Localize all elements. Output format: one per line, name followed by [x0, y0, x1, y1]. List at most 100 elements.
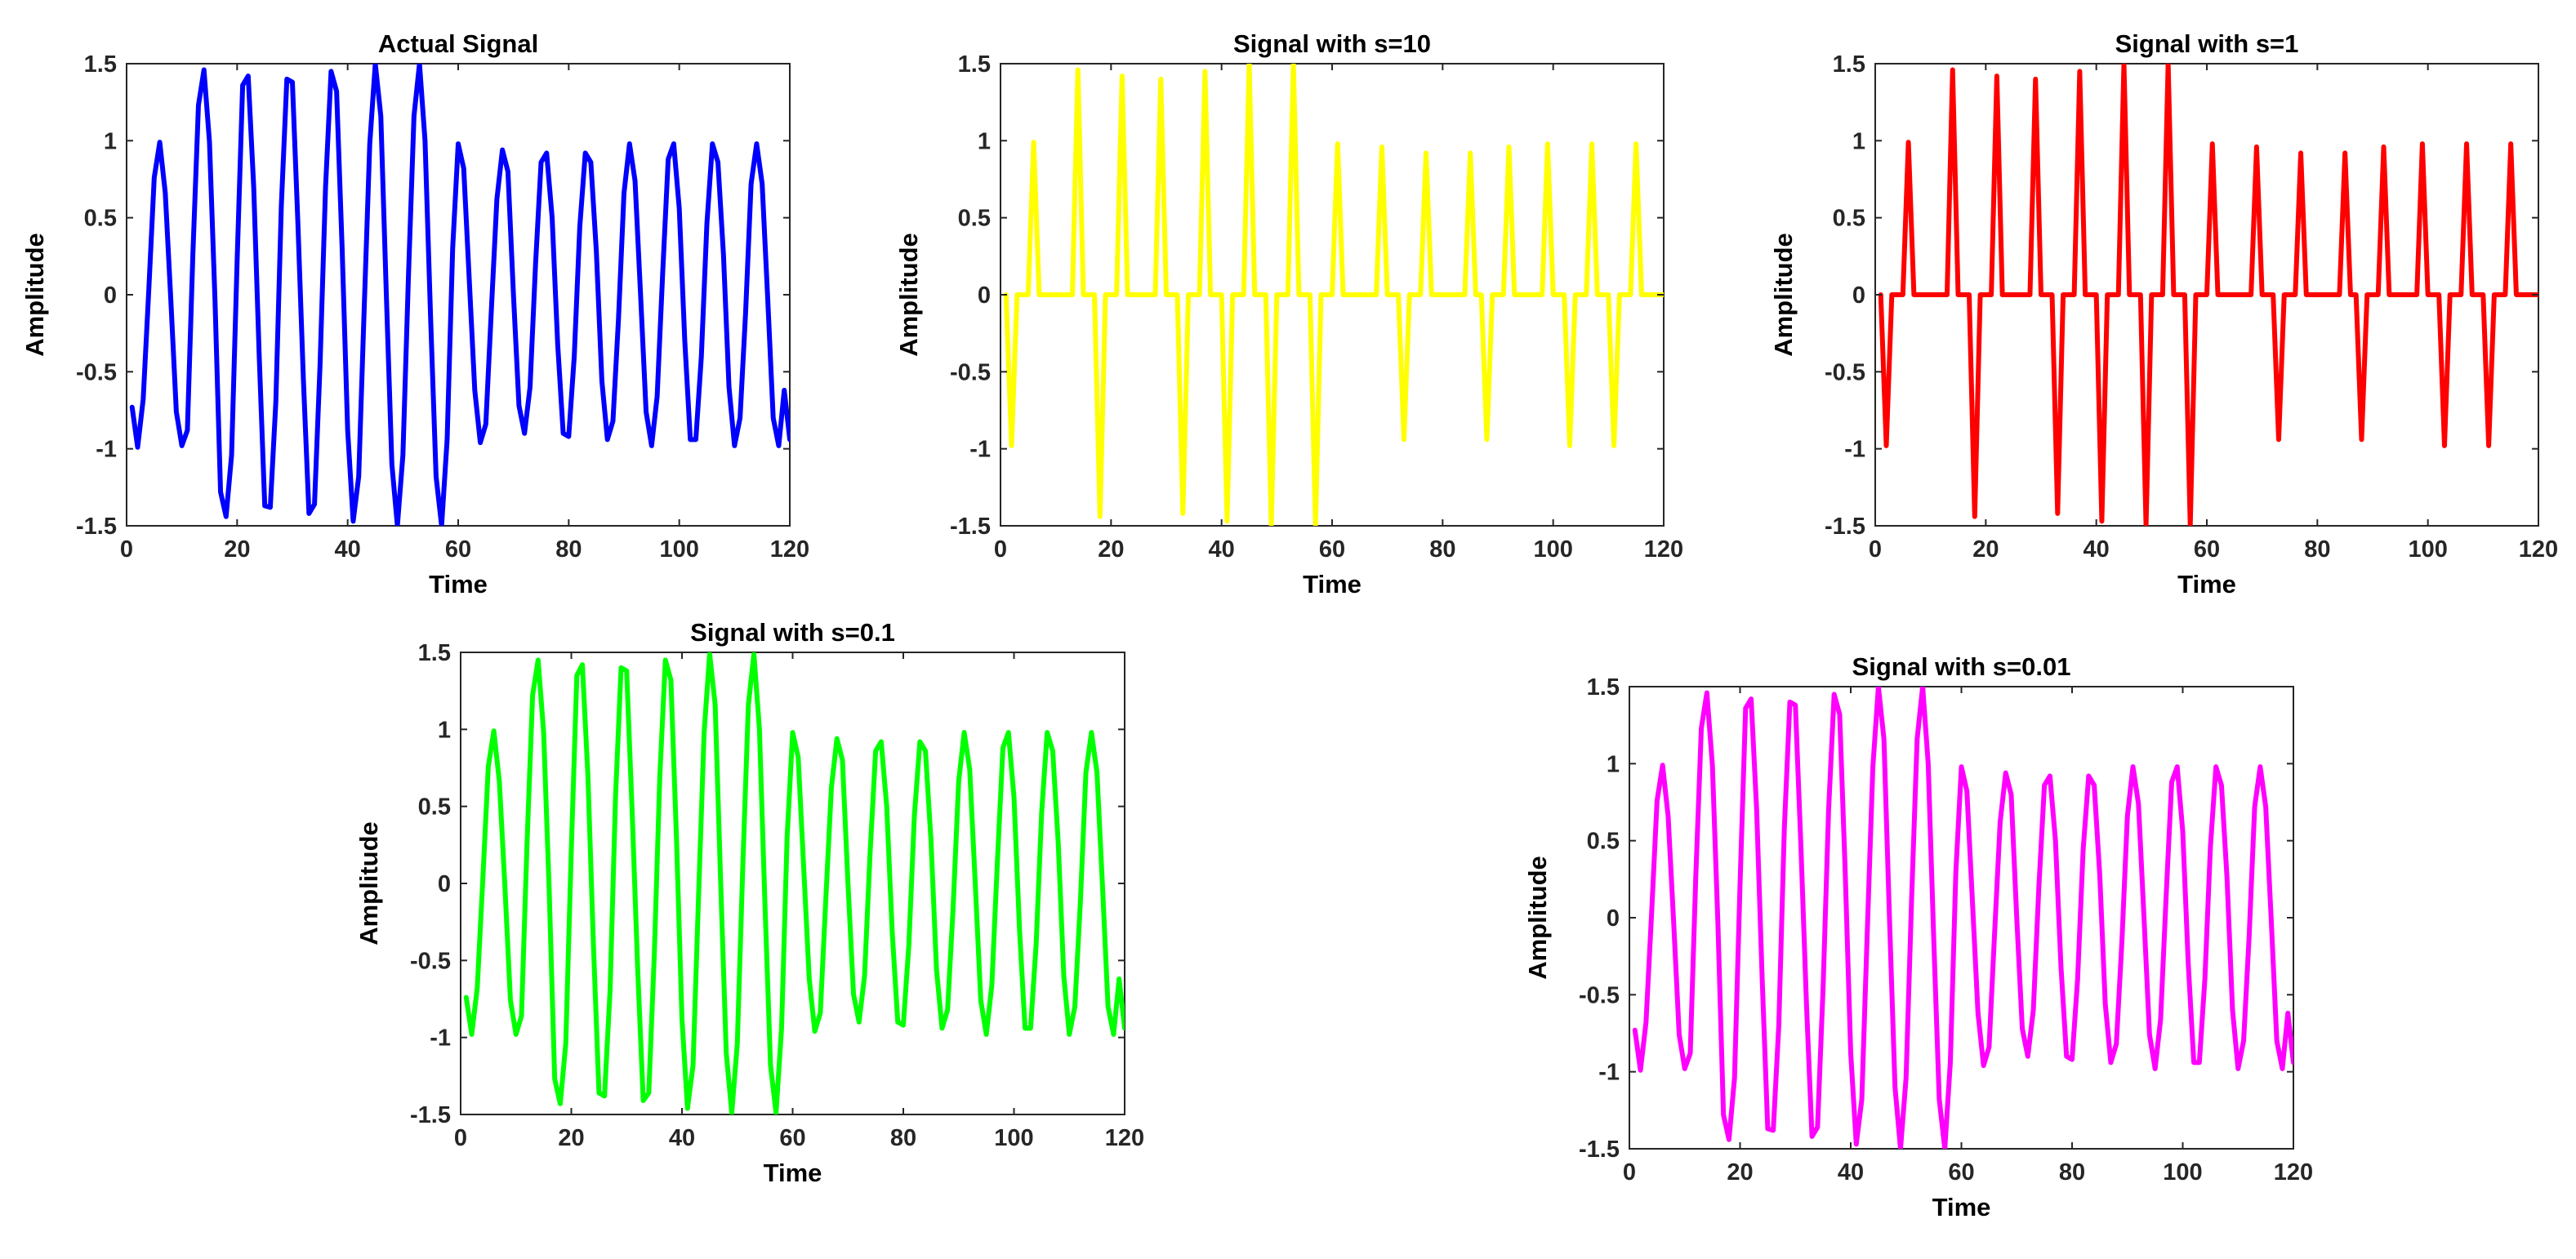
data-point [1519, 294, 1521, 296]
data-point [524, 433, 525, 434]
x-tick-label: 0 [994, 536, 1007, 563]
data-point [1090, 732, 1092, 733]
data-point [703, 732, 705, 733]
data-point [1002, 747, 1004, 749]
data-point [1265, 294, 1267, 296]
data-point [607, 438, 608, 440]
data-point [214, 300, 216, 302]
data-point [1728, 1139, 1730, 1141]
data-point [2237, 1068, 2239, 1070]
data-point [408, 275, 409, 277]
data-point [2128, 294, 2130, 296]
data-point [280, 204, 283, 207]
x-tick-label: 20 [558, 1125, 584, 1151]
y-tick-label: 1 [978, 128, 991, 154]
data-point [142, 398, 144, 400]
series-signal-with-s-0-1 [463, 652, 1125, 1114]
data-point [1475, 294, 1477, 296]
data-point [2150, 294, 2152, 296]
data-point [1723, 1114, 1724, 1116]
data-point [2281, 1068, 2284, 1070]
x-axis-label: Time [1932, 1193, 1991, 1221]
data-point [941, 1027, 943, 1029]
y-tick-label: -1.5 [76, 514, 117, 540]
data-point [1844, 870, 1846, 872]
data-point [1337, 143, 1339, 145]
data-point [1204, 70, 1206, 73]
data-point [1938, 1099, 1940, 1101]
data-point [1008, 732, 1009, 733]
data-point [1030, 1027, 1032, 1029]
data-point [778, 445, 780, 447]
data-point [2322, 294, 2324, 296]
data-point [1988, 1046, 1990, 1048]
data-point [789, 438, 790, 440]
x-tick-label: 0 [1623, 1159, 1636, 1186]
y-tick-label: 1.5 [418, 640, 451, 666]
data-point [2454, 294, 2457, 296]
y-tick-label: 1.5 [1833, 51, 1865, 78]
data-point [203, 69, 205, 71]
data-point [2071, 1058, 2073, 1061]
data-point [662, 272, 663, 274]
data-point [2082, 849, 2084, 851]
data-point [2504, 294, 2506, 296]
data-point [759, 728, 760, 730]
data-point [2140, 294, 2141, 296]
y-tick-label: -0.5 [1579, 982, 1620, 1008]
data-point [1619, 294, 1620, 296]
data-point [275, 402, 277, 403]
y-axis-label: Amplitude [354, 821, 383, 945]
y-tick-label: -0.5 [950, 359, 991, 385]
data-point [1033, 141, 1035, 143]
data-point [2105, 1003, 2106, 1005]
data-point [2231, 1009, 2234, 1011]
data-point [208, 141, 211, 143]
data-point [858, 1021, 860, 1023]
data-point [1387, 294, 1388, 296]
data-point [1127, 294, 1129, 296]
data-point [430, 315, 431, 318]
data-point [863, 975, 866, 977]
data-point [441, 525, 443, 526]
data-point [302, 380, 305, 382]
data-point [1966, 790, 1968, 792]
data-point [2427, 294, 2429, 296]
data-point [1397, 294, 1399, 296]
data-point [665, 659, 666, 661]
data-point [535, 263, 537, 265]
data-point [2118, 294, 2119, 296]
data-point [1210, 294, 1211, 296]
data-point [1645, 1021, 1647, 1023]
data-point [2096, 294, 2097, 296]
data-point [723, 254, 724, 256]
data-point [2521, 294, 2523, 296]
y-tick-label: -0.5 [410, 948, 451, 974]
data-point [1074, 1006, 1076, 1008]
x-tick-label: 60 [779, 1125, 805, 1151]
chart-title: Signal with s=1 [2115, 29, 2299, 58]
data-point [2173, 294, 2174, 296]
data-point [651, 445, 653, 447]
data-point [2162, 294, 2164, 296]
data-point [609, 990, 611, 992]
y-tick-label: 0 [1607, 905, 1620, 932]
data-point [2035, 78, 2036, 80]
data-point [2438, 294, 2440, 296]
data-point [2101, 520, 2103, 522]
data-point [947, 1009, 948, 1011]
data-point [2002, 294, 2003, 296]
data-point [1822, 988, 1824, 990]
data-point [2266, 294, 2269, 296]
data-point [1063, 975, 1065, 977]
data-point [631, 812, 633, 813]
data-point [2444, 445, 2445, 447]
data-point [2405, 294, 2407, 296]
data-point [1442, 294, 1443, 296]
chart-title: Signal with s=0.01 [1852, 652, 2071, 681]
data-point [620, 667, 622, 669]
data-point [435, 476, 437, 478]
y-tick-label: -1.5 [1579, 1137, 1620, 1163]
x-axis-label: Time [764, 1159, 822, 1187]
data-point [148, 291, 149, 292]
